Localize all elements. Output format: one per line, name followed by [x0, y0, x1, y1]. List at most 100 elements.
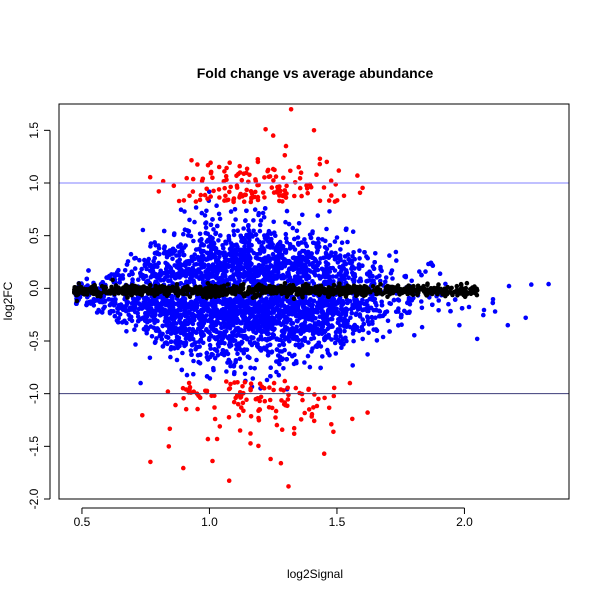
data-point-red [331, 429, 336, 435]
data-point-red [293, 385, 299, 391]
data-point-blue [276, 372, 282, 378]
data-point-black [171, 285, 176, 291]
data-point-red [331, 385, 337, 391]
data-point-blue [319, 326, 325, 331]
data-point-blue [232, 254, 238, 260]
data-point-blue [169, 247, 175, 253]
data-point-blue [249, 342, 255, 348]
data-point-blue [242, 328, 247, 334]
data-point-blue [315, 213, 321, 218]
data-point-blue [160, 297, 166, 303]
data-point-blue [241, 335, 246, 341]
data-point-blue [258, 218, 264, 223]
data-point-blue [122, 268, 128, 273]
data-point-red [281, 175, 286, 181]
data-point-blue [294, 266, 299, 271]
data-point-blue [506, 283, 512, 289]
data-point-black [174, 282, 180, 287]
data-point-blue [249, 242, 254, 248]
data-point-blue [259, 337, 265, 342]
data-point-blue [358, 301, 364, 306]
data-point-blue [318, 365, 323, 371]
data-point-blue [198, 352, 203, 358]
data-point-blue [367, 270, 373, 276]
data-point-blue [165, 335, 171, 340]
data-point-blue [243, 262, 248, 267]
data-point-blue [303, 312, 309, 317]
data-point-blue [423, 269, 428, 274]
data-point-blue [457, 322, 462, 328]
data-point-blue [206, 266, 212, 272]
data-point-blue [310, 255, 315, 260]
data-point-blue [84, 276, 90, 282]
data-point-blue [194, 270, 199, 276]
data-point-red [226, 478, 232, 484]
data-point-blue [144, 295, 149, 301]
data-point-blue [165, 262, 170, 267]
data-point-blue [215, 353, 221, 358]
data-point-blue [232, 297, 238, 303]
data-point-red [296, 164, 302, 170]
data-point-blue [287, 351, 292, 357]
data-point-blue [277, 308, 283, 313]
data-point-blue [137, 317, 143, 322]
data-point-blue [337, 256, 343, 261]
data-point-blue [192, 313, 197, 319]
data-point-blue [251, 228, 256, 234]
data-point-blue [111, 297, 117, 303]
data-point-red [173, 402, 178, 408]
data-point-blue [220, 243, 225, 248]
data-point-blue [271, 327, 277, 333]
data-point-red [317, 198, 323, 204]
data-point-blue [198, 337, 204, 343]
data-point-black [73, 285, 79, 291]
data-point-blue [274, 267, 280, 273]
data-point-blue [324, 226, 329, 232]
data-point-red [284, 191, 289, 196]
data-point-blue [273, 247, 279, 253]
data-point-red [326, 405, 332, 411]
data-point-red [247, 172, 252, 178]
data-point-blue [216, 258, 221, 263]
data-point-blue [284, 258, 290, 264]
data-point-blue [277, 315, 283, 321]
data-point-blue [481, 312, 486, 318]
data-point-blue [189, 352, 194, 358]
data-point-blue [294, 318, 300, 324]
data-point-red [244, 187, 249, 193]
data-point-blue [199, 333, 205, 339]
data-point-red [262, 398, 268, 404]
data-point-red [350, 416, 355, 422]
data-point-blue [328, 316, 334, 322]
data-point-red [187, 387, 192, 392]
data-point-blue [251, 218, 256, 223]
data-point-blue [186, 228, 192, 234]
data-point-blue [262, 345, 267, 351]
data-point-red [239, 405, 244, 410]
data-point-blue [281, 275, 287, 280]
data-point-blue [185, 321, 191, 327]
data-point-blue [378, 264, 383, 270]
data-point-blue [172, 309, 177, 315]
data-point-blue [191, 358, 196, 364]
data-point-blue [277, 250, 282, 256]
data-point-blue [243, 218, 248, 223]
data-point-black [158, 289, 163, 295]
data-point-blue [271, 219, 277, 225]
data-point-blue [145, 306, 150, 312]
data-point-blue [224, 369, 229, 374]
data-point-blue [241, 302, 247, 307]
data-point-blue [258, 348, 264, 353]
data-point-blue [173, 340, 178, 345]
data-point-blue [173, 274, 179, 280]
data-point-red [227, 160, 232, 165]
data-point-blue [322, 329, 327, 335]
data-point-black [199, 288, 205, 294]
data-point-red [321, 185, 327, 190]
data-point-blue [317, 244, 322, 249]
data-point-blue [170, 256, 175, 262]
data-point-blue [295, 235, 301, 240]
data-point-blue [234, 326, 239, 331]
data-point-blue [327, 352, 332, 358]
data-point-blue [150, 263, 156, 268]
